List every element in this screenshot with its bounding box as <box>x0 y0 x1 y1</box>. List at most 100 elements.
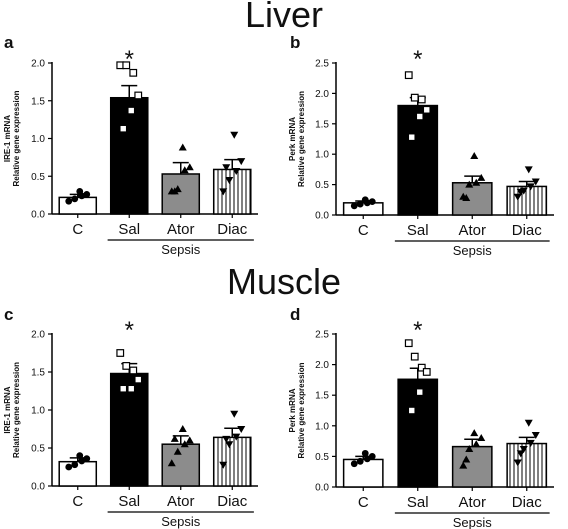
data-point <box>415 112 424 121</box>
y-tick-label: 2.0 <box>31 59 45 70</box>
y-tick-label: 2.0 <box>315 89 329 100</box>
y-axis-label: Relative gene expression <box>297 91 306 187</box>
data-point <box>415 388 424 397</box>
data-point <box>122 362 131 370</box>
data-point <box>65 463 73 471</box>
y-axis-label: IRE-1 mRNA <box>3 386 12 433</box>
data-point <box>422 368 431 376</box>
data-point <box>122 61 131 70</box>
data-point <box>477 173 486 181</box>
data-point <box>356 457 364 465</box>
data-point <box>185 436 194 444</box>
x-tick-label: Sal <box>407 222 429 239</box>
data-point <box>513 459 522 467</box>
data-point <box>71 461 79 469</box>
section-title-muscle: Muscle <box>227 261 341 302</box>
data-point <box>459 461 468 469</box>
y-tick-label: 2.0 <box>31 330 45 341</box>
data-point <box>472 440 481 448</box>
data-point <box>350 460 358 468</box>
data-point <box>127 384 136 393</box>
data-point <box>516 450 525 458</box>
data-point <box>232 433 241 441</box>
bar-sal <box>109 96 149 215</box>
data-point <box>524 419 533 427</box>
data-point <box>232 167 241 175</box>
significance-marker: * <box>413 317 422 344</box>
y-axis-label: Relative gene expression <box>12 362 21 458</box>
data-point <box>462 455 471 463</box>
x-tick-label: Ator <box>458 494 486 511</box>
data-point <box>524 166 533 174</box>
data-point <box>170 434 179 442</box>
section-title-liver: Liver <box>245 0 323 35</box>
y-tick-label: 1.5 <box>31 368 45 379</box>
chart-panel-d: d Perk mRNA Relative gene expression 0.0 0.5… <box>288 305 554 529</box>
y-tick-label: 0.0 <box>31 482 45 493</box>
y-tick-label: 1.0 <box>315 150 329 161</box>
group-label: Sepsis <box>453 243 493 258</box>
data-point <box>350 202 358 210</box>
y-tick-label: 1.0 <box>31 406 45 417</box>
data-point <box>470 152 479 160</box>
data-point <box>185 163 194 171</box>
data-point <box>368 198 376 206</box>
data-point <box>167 459 176 467</box>
data-point <box>407 406 416 415</box>
y-tick-label: 2.5 <box>315 330 329 341</box>
y-tick-label: 0.0 <box>31 210 45 221</box>
bar-sal <box>397 104 439 216</box>
chart-panel-c: c IRE-1 mRNA Relative gene expression 0.0 0.… <box>3 305 258 529</box>
y-tick-label: 0.5 <box>31 444 45 455</box>
x-tick-label: C <box>72 493 83 510</box>
x-tick-label: Sal <box>118 493 140 510</box>
bar-diac <box>506 442 548 488</box>
panel-label: a <box>4 33 14 52</box>
data-point <box>127 106 136 115</box>
data-point <box>134 91 143 100</box>
data-point <box>170 187 179 195</box>
chart-panel-b: b Perk mRNA Relative gene expression 0.0 0.5… <box>288 33 554 258</box>
x-tick-label: Diac <box>217 493 248 510</box>
data-point <box>526 439 535 447</box>
data-point <box>71 195 79 203</box>
x-tick-label: Diac <box>512 494 543 511</box>
bar-ator <box>161 443 201 487</box>
x-tick-label: C <box>358 222 369 239</box>
data-point <box>516 188 525 196</box>
data-point <box>465 180 474 188</box>
data-point <box>519 446 528 454</box>
group-label: Sepsis <box>453 515 493 529</box>
data-point <box>410 352 419 361</box>
data-point <box>477 434 486 442</box>
y-tick-label: 0.5 <box>315 452 329 463</box>
bar-diac <box>212 436 252 487</box>
data-point <box>180 166 189 174</box>
panel-label: d <box>290 305 300 324</box>
data-point <box>65 197 73 205</box>
y-axis-label: Perk mRNA <box>288 388 297 432</box>
bar-ator <box>161 173 201 215</box>
x-tick-label: Sal <box>118 221 140 238</box>
data-point <box>129 366 138 375</box>
data-point <box>225 177 234 185</box>
data-point <box>83 190 91 198</box>
bar-diac <box>506 185 548 216</box>
data-point <box>526 183 535 191</box>
significance-marker: * <box>125 317 134 344</box>
data-point <box>472 178 481 186</box>
y-tick-label: 1.5 <box>31 96 45 107</box>
data-point <box>237 158 246 166</box>
data-point <box>222 164 231 172</box>
data-point <box>225 441 234 449</box>
bar-c <box>342 458 384 488</box>
data-point <box>407 133 416 142</box>
data-point <box>462 193 471 201</box>
bar-diac <box>212 168 252 215</box>
data-point <box>180 440 189 448</box>
group-label: Sepsis <box>161 514 201 529</box>
data-point <box>219 461 228 469</box>
data-point <box>361 196 369 204</box>
